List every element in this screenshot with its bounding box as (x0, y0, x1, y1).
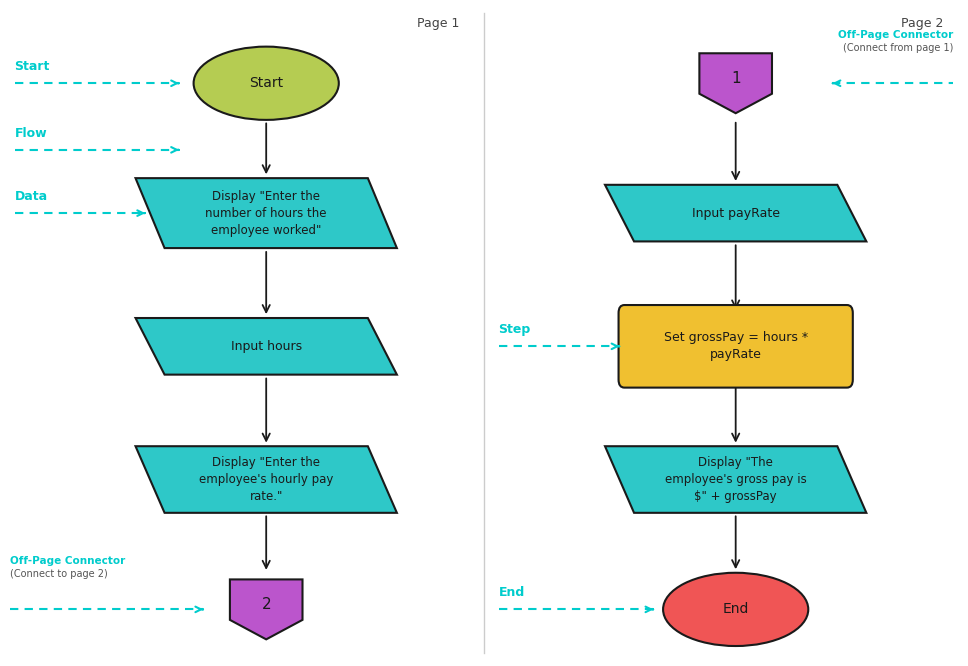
Polygon shape (699, 53, 772, 113)
Polygon shape (605, 446, 866, 513)
Polygon shape (605, 184, 866, 241)
Text: Start: Start (249, 76, 284, 91)
Text: Page 1: Page 1 (417, 17, 460, 30)
FancyBboxPatch shape (619, 305, 853, 388)
Ellipse shape (194, 47, 339, 120)
Text: Step: Step (499, 323, 530, 336)
Text: End: End (722, 602, 749, 617)
Text: Flow: Flow (15, 127, 47, 140)
Polygon shape (136, 446, 397, 513)
Polygon shape (230, 579, 303, 639)
Text: Input payRate: Input payRate (692, 206, 779, 220)
Text: 1: 1 (731, 71, 741, 87)
Text: End: End (499, 586, 525, 599)
Text: 2: 2 (261, 597, 271, 613)
Text: Off-Page Connector: Off-Page Connector (10, 556, 125, 566)
Text: Display "The
employee's gross pay is
$" + grossPay: Display "The employee's gross pay is $" … (665, 456, 806, 503)
Polygon shape (136, 318, 397, 374)
Ellipse shape (663, 573, 808, 646)
Text: (Connect from page 1): (Connect from page 1) (843, 43, 953, 53)
Text: (Connect to page 2): (Connect to page 2) (10, 569, 107, 579)
Text: Start: Start (15, 60, 50, 73)
Text: Data: Data (15, 190, 47, 203)
Text: Input hours: Input hours (230, 340, 302, 353)
Text: Page 2: Page 2 (901, 17, 944, 30)
Polygon shape (136, 178, 397, 248)
Text: Set grossPay = hours *
payRate: Set grossPay = hours * payRate (664, 331, 807, 362)
Text: Display "Enter the
number of hours the
employee worked": Display "Enter the number of hours the e… (205, 190, 327, 236)
Text: Display "Enter the
employee's hourly pay
rate.": Display "Enter the employee's hourly pay… (199, 456, 333, 503)
Text: Off-Page Connector: Off-Page Connector (838, 30, 953, 40)
